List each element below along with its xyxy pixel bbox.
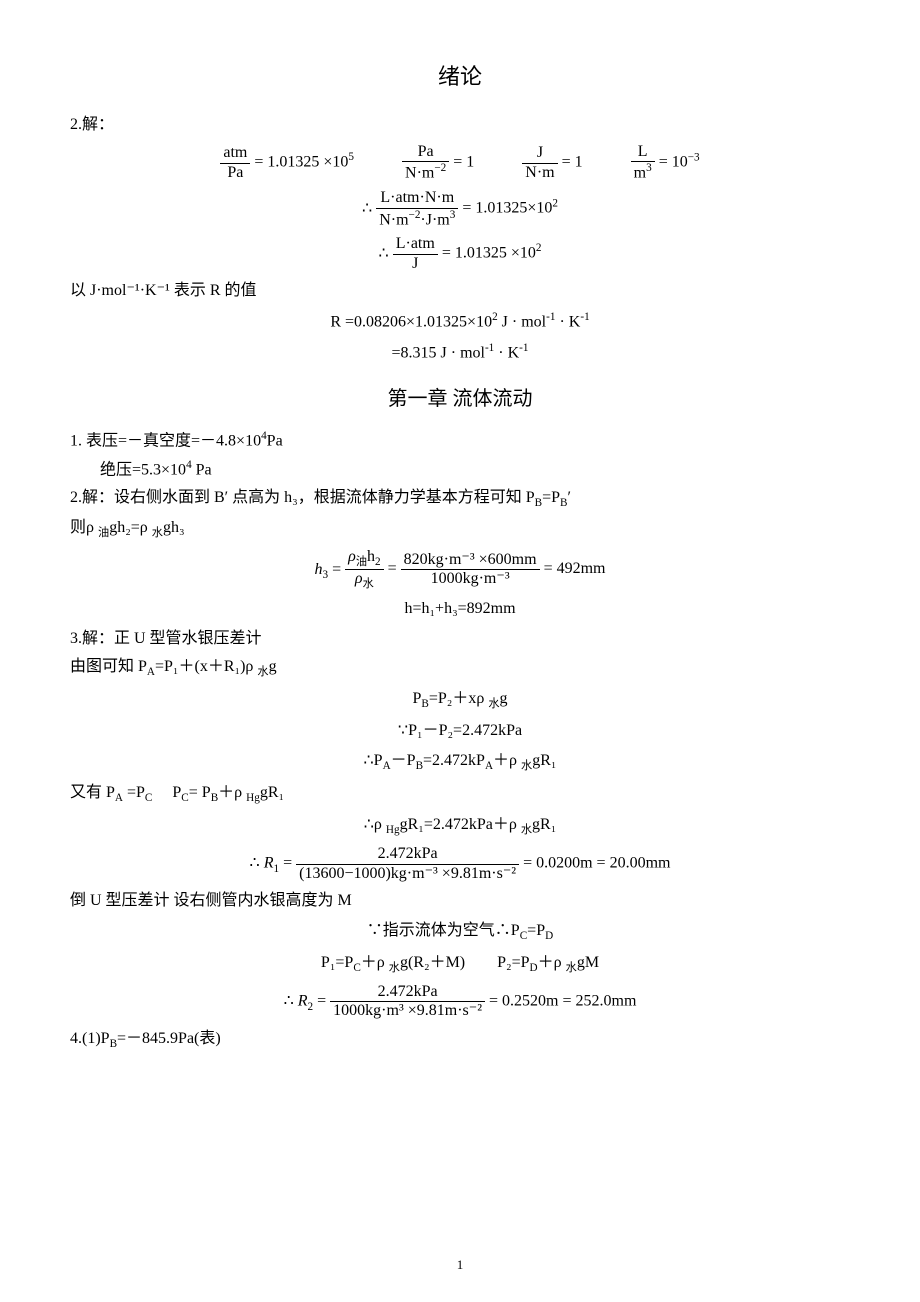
h-sum: h=h₁+h₃=892mm: [70, 597, 850, 621]
because-1: ∵P₁－P₂=2.472kPa: [70, 719, 850, 743]
eq-row-3: ∴ L·atmJ = 1.01325 ×102: [70, 235, 850, 273]
page-number: 1: [0, 1255, 920, 1275]
chapter-1-title: 第一章 流体流动: [70, 384, 850, 414]
r-eq-2: =8.315 J · mol-1 · K-1: [70, 340, 850, 365]
pb-equation: PB=P₂＋xρ 水g: [70, 687, 850, 713]
page-title: 绪论: [70, 60, 850, 93]
eq-row-1: atmPa = 1.01325 ×105 PaN·m−2 = 1 JN·m = …: [70, 143, 850, 183]
h3-equation: h3 = ρ油h2 ρ水 = 820kg·m⁻³ ×600mm 1000kg·m…: [70, 548, 850, 591]
q2-line-b: 则ρ 油gh₂=ρ 水gh₃: [70, 516, 850, 542]
because-2: ∵指示流体为空气∴PC=PD: [70, 919, 850, 945]
q1-line-a: 1. 表压=－真空度=－4.8×104Pa: [70, 428, 850, 453]
q1-line-b: 绝压=5.3×104 Pa: [100, 457, 850, 482]
p1-p2-line: P₁=PC＋ρ 水g(R₂＋M) P₂=PD＋ρ 水gM: [70, 951, 850, 977]
q3-line-b: 由图可知 PA=P₁＋(x＋R₁)ρ 水g: [70, 655, 850, 681]
eq-row-2: ∴ L·atm·N·m N·m−2·J·m3 = 1.01325×102: [70, 189, 850, 229]
therefore-1: ∴PA－PB=2.472kPA＋ρ 水gR₁: [70, 749, 850, 775]
r2-equation: ∴ R2 = 2.472kPa1000kg·m³ ×9.81m·s⁻² = 0.…: [70, 983, 850, 1021]
inverted-u-line: 倒 U 型压差计 设右侧管内水银高度为 M: [70, 889, 850, 913]
r-eq-1: R =0.08206×1.01325×102 J · mol-1 · K-1: [70, 309, 850, 334]
therefore-2: ∴ρ HggR₁=2.472kPa＋ρ 水gR₁: [70, 813, 850, 839]
r1-equation: ∴ R1 = 2.472kPa(13600−1000)kg·m⁻³ ×9.81m…: [70, 845, 850, 883]
pa-pc-line: 又有 PA =PC PC= PB＋ρ HggR₁: [70, 781, 850, 807]
q4-line: 4.(1)PB=－845.9Pa(表): [70, 1027, 850, 1053]
q3-line-a: 3.解：正 U 型管水银压差计: [70, 627, 850, 651]
problem-2-label: 2.解：: [70, 113, 850, 137]
q2-line-a: 2.解：设右侧水面到 B′ 点高为 h₃，根据流体静力学基本方程可知 PB=PB…: [70, 486, 850, 512]
r-units-line: 以 J·mol⁻¹·K⁻¹ 表示 R 的值: [70, 279, 850, 303]
